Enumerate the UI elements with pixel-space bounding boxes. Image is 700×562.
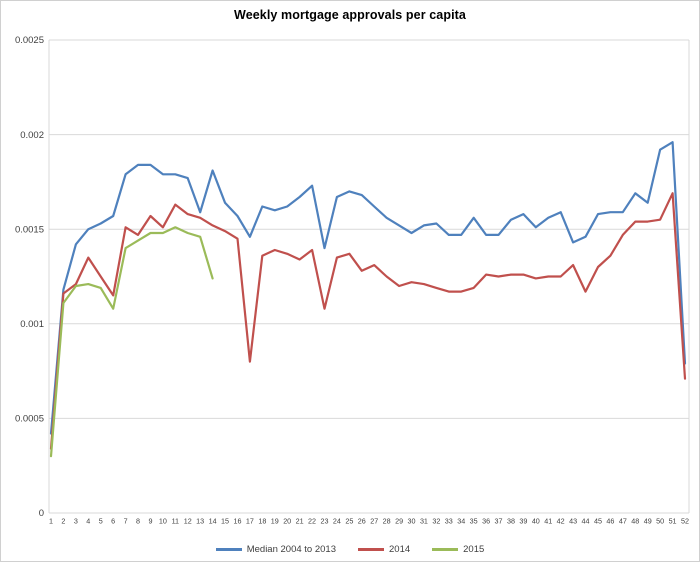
x-tick-label: 23 [320,517,328,526]
legend-label: 2015 [463,544,485,555]
legend-line-swatch [215,548,242,551]
x-tick-label: 31 [420,517,428,526]
y-tick-label: 0.0005 [15,414,44,425]
series-line-2014 [49,192,687,450]
x-tick-label: 40 [532,517,540,526]
x-tick-label: 11 [172,517,179,526]
x-tick-label: 16 [233,517,241,526]
x-tick-label: 42 [557,517,565,526]
x-tick-label: 28 [383,517,391,526]
chart-legend: Median 2004 to 2013 2014 2015 [1,544,699,555]
x-tick-label: 37 [495,517,503,526]
x-tick-label: 21 [296,517,304,526]
x-tick-label: 38 [507,517,515,526]
x-tick-label: 33 [445,517,453,526]
x-tick-label: 48 [631,517,639,526]
y-tick-label: 0.0025 [15,35,44,46]
x-tick-label: 10 [159,517,167,526]
x-tick-label: 49 [644,517,652,526]
x-tick-label: 13 [196,517,204,526]
y-tick-label: 0.001 [20,319,44,330]
x-tick-label: 12 [184,517,192,526]
x-tick-label: 6 [111,517,115,526]
x-tick-label: 51 [669,517,677,526]
x-tick-label: 17 [246,517,254,526]
x-tick-label: 19 [271,517,279,526]
x-tick-label: 39 [519,517,527,526]
x-tick-label: 36 [482,517,490,526]
legend-line-swatch [432,548,459,551]
x-tick-label: 2 [61,517,65,526]
x-tick-label: 14 [209,517,217,526]
series-line-median-2004-to-2013 [49,141,687,435]
legend-label: 2014 [389,544,411,555]
x-tick-label: 41 [544,517,552,526]
x-tick-label: 4 [86,517,90,526]
x-tick-label: 47 [619,517,627,526]
x-tick-label: 20 [283,517,291,526]
x-tick-label: 30 [408,517,416,526]
legend-item-median-2004-to-2013: Median 2004 to 2013 [215,544,336,555]
x-tick-label: 15 [221,517,229,526]
x-tick-label: 44 [582,517,590,526]
x-tick-label: 1 [49,517,53,526]
x-tick-label: 29 [395,517,403,526]
y-tick-label: 0.0015 [15,224,44,235]
x-tick-label: 35 [470,517,478,526]
legend-item-2015: 2015 [432,544,484,555]
x-tick-label: 9 [148,517,152,526]
x-tick-label: 25 [345,517,353,526]
x-tick-label: 5 [99,517,103,526]
x-tick-label: 34 [457,517,465,526]
y-tick-label: 0 [39,508,44,519]
x-tick-label: 26 [358,517,366,526]
x-tick-label: 46 [606,517,614,526]
x-tick-label: 52 [681,517,689,526]
x-tick-label: 32 [432,517,440,526]
x-tick-label: 50 [656,517,664,526]
x-tick-label: 45 [594,517,602,526]
x-tick-label: 18 [258,517,266,526]
chart-title: Weekly mortgage approvals per capita [234,8,466,22]
y-tick-label: 0.002 [20,130,44,141]
series-line-2015 [49,226,214,458]
x-tick-label: 22 [308,517,316,526]
x-tick-label: 27 [370,517,378,526]
legend-item-2014: 2014 [358,544,410,555]
x-tick-label: 24 [333,517,341,526]
x-tick-label: 8 [136,517,140,526]
x-tick-label: 3 [74,517,78,526]
legend-line-swatch [358,548,384,551]
x-tick-label: 43 [569,517,577,526]
x-tick-label: 7 [124,517,128,526]
legend-label: Median 2004 to 2013 [246,544,336,555]
